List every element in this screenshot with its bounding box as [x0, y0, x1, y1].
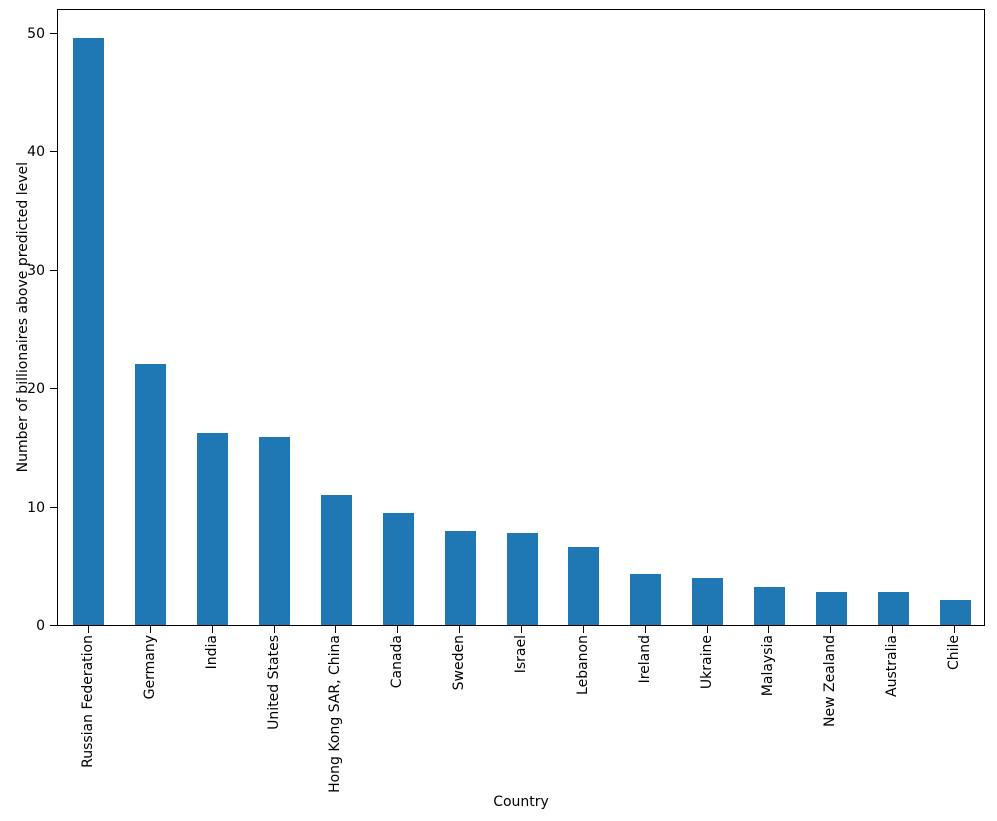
- x-tick-mark-new-zealand: [830, 626, 832, 633]
- x-tick-label-russian-federation: Russian Federation: [79, 635, 96, 768]
- bar-germany: [135, 364, 167, 625]
- bar-israel: [506, 532, 538, 625]
- x-tick-label-germany: Germany: [141, 635, 158, 700]
- plot-area: [57, 9, 985, 626]
- x-tick-mark-australia: [892, 626, 894, 633]
- x-tick-mark-sweden: [459, 626, 461, 633]
- x-tick-mark-ukraine: [706, 626, 708, 633]
- y-tick-label-0: 0: [36, 618, 45, 634]
- x-tick-mark-germany: [149, 626, 151, 633]
- bar-ukraine: [692, 577, 724, 625]
- x-tick-mark-chile: [954, 626, 956, 633]
- bar-chile: [939, 600, 971, 625]
- y-tick-label-50: 50: [27, 25, 45, 42]
- y-tick-label-10: 10: [27, 499, 45, 516]
- bar-australia: [877, 592, 909, 625]
- y-axis-label: Number of billionaires above predicted l…: [15, 162, 31, 473]
- x-tick-label-new-zealand: New Zealand: [822, 635, 839, 727]
- x-tick-label-chile: Chile: [946, 635, 963, 671]
- y-tick-mark-10: [50, 506, 57, 508]
- bar-lebanon: [568, 546, 600, 625]
- x-tick-label-israel: Israel: [513, 635, 529, 674]
- x-tick-mark-russian-federation: [87, 626, 89, 633]
- x-tick-mark-ireland: [644, 626, 646, 633]
- bar-new-zealand: [815, 591, 847, 625]
- x-tick-label-canada: Canada: [389, 635, 406, 689]
- y-tick-mark-20: [50, 388, 57, 390]
- bar-ireland: [630, 574, 662, 625]
- bar-malaysia: [753, 587, 785, 625]
- x-tick-mark-israel: [521, 626, 522, 633]
- bar-united-states: [259, 436, 291, 625]
- y-tick-mark-50: [50, 32, 57, 34]
- x-axis-label: Country: [493, 794, 549, 810]
- y-tick-mark-40: [50, 151, 57, 153]
- x-tick-label-malaysia: Malaysia: [760, 635, 777, 697]
- x-tick-label-lebanon: Lebanon: [574, 635, 591, 695]
- x-tick-mark-india: [211, 626, 213, 633]
- x-tick-label-sweden: Sweden: [451, 635, 468, 691]
- x-tick-label-united-states: United States: [265, 635, 282, 730]
- bar-sweden: [444, 531, 476, 625]
- x-tick-label-ireland: Ireland: [636, 635, 653, 684]
- x-tick-label-india: India: [203, 635, 220, 670]
- x-tick-mark-lebanon: [582, 626, 584, 633]
- x-tick-mark-united-states: [273, 626, 275, 633]
- bar-russian-federation: [73, 37, 105, 625]
- y-tick-label-40: 40: [27, 144, 45, 161]
- y-tick-mark-30: [50, 269, 57, 271]
- bar-india: [197, 433, 229, 625]
- bar-canada: [382, 512, 414, 625]
- bar-hong-kong-sar-china: [320, 494, 352, 625]
- x-tick-mark-hong-kong-sar-china: [335, 626, 337, 633]
- x-tick-label-australia: Australia: [884, 635, 901, 697]
- y-axis-label-container: Number of billionaires above predicted l…: [14, 9, 32, 626]
- x-tick-mark-malaysia: [768, 626, 770, 633]
- y-tick-label-20: 20: [27, 381, 45, 398]
- y-tick-mark-0: [50, 625, 57, 626]
- x-tick-label-hong-kong-sar-china: Hong Kong SAR, China: [327, 635, 344, 793]
- x-tick-label-ukraine: Ukraine: [698, 635, 715, 690]
- x-tick-mark-canada: [397, 626, 399, 633]
- y-tick-label-30: 30: [27, 262, 45, 279]
